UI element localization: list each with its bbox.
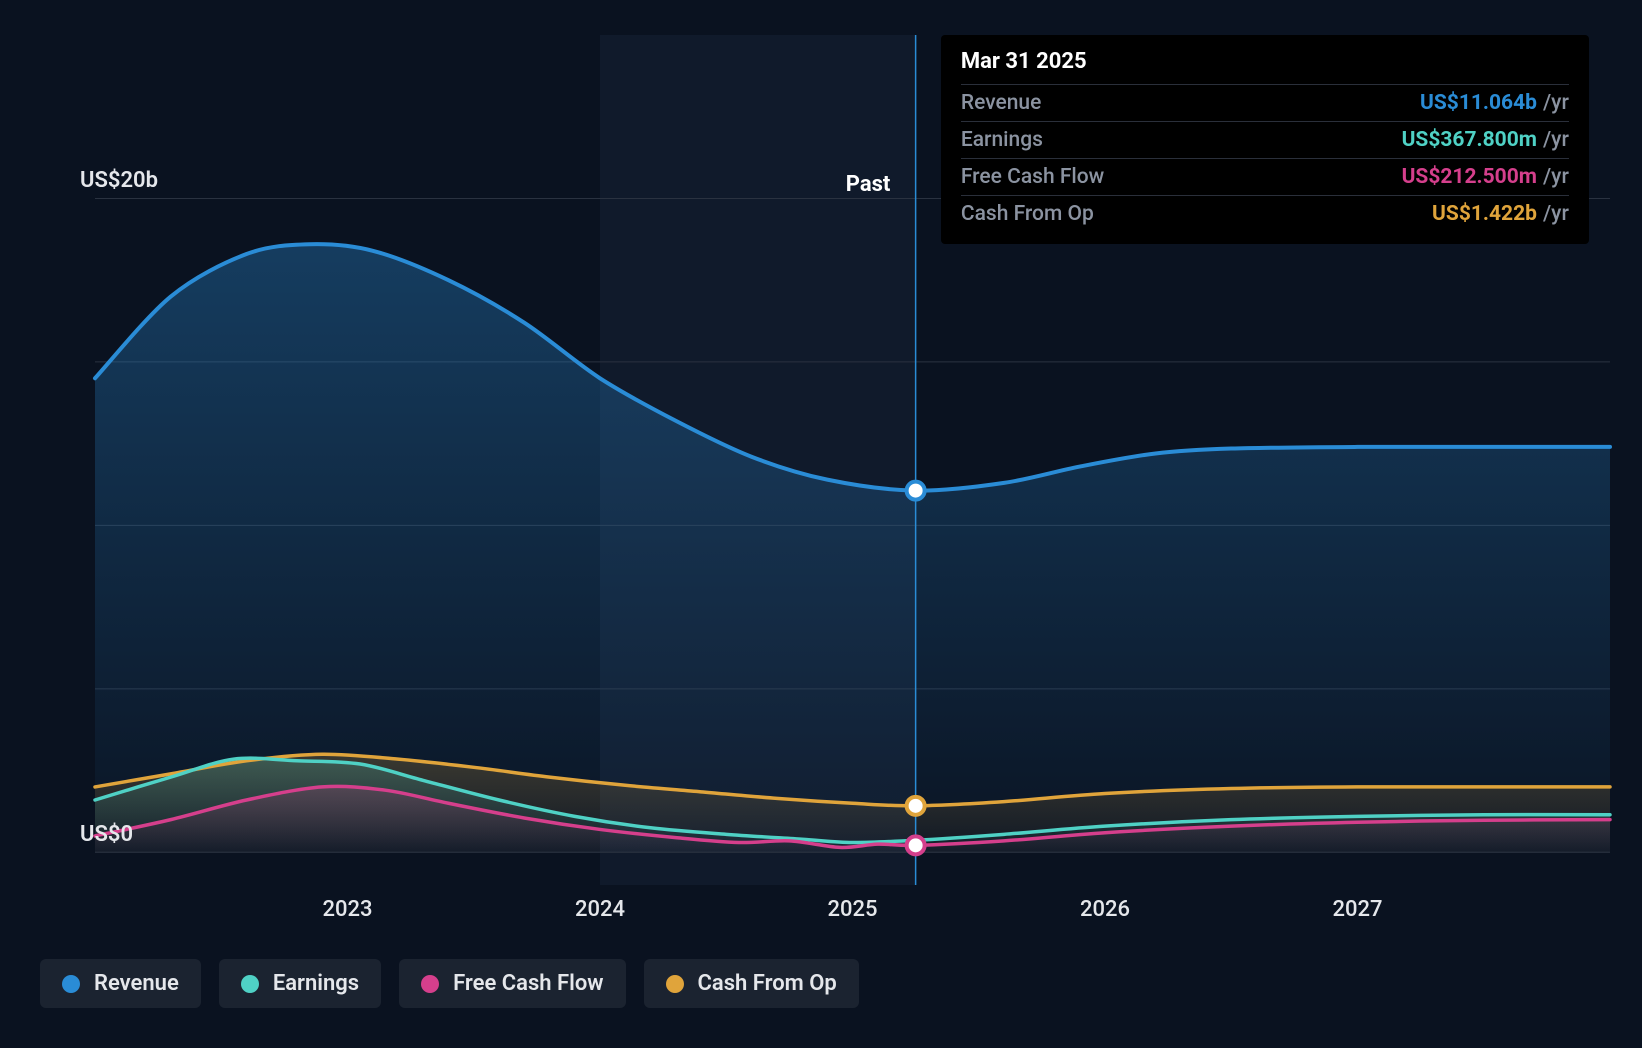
legend-label: Free Cash Flow <box>453 971 603 996</box>
tooltip-title: Mar 31 2025 <box>961 49 1569 84</box>
x-tick-label: 2024 <box>575 897 625 922</box>
x-tick-label: 2026 <box>1080 897 1130 922</box>
tooltip-row-unit: /yr <box>1543 165 1569 189</box>
chart-tooltip: Mar 31 2025 Revenue US$11.064b/yr Earnings U… <box>941 35 1589 244</box>
tooltip-row-unit: /yr <box>1543 128 1569 152</box>
y-tick-label: US$0 <box>80 822 133 847</box>
y-tick-label: US$20b <box>80 168 158 193</box>
tooltip-row-unit: /yr <box>1543 202 1569 226</box>
legend-label: Earnings <box>273 971 359 996</box>
tooltip-row-label: Free Cash Flow <box>961 165 1104 189</box>
legend-item-earnings[interactable]: Earnings <box>219 959 381 1008</box>
tooltip-row: Cash From Op US$1.422b/yr <box>961 195 1569 232</box>
tooltip-row-value: US$1.422b <box>1432 202 1537 226</box>
legend-item-revenue[interactable]: Revenue <box>40 959 201 1008</box>
legend-dot-icon <box>62 975 80 993</box>
x-tick-label: 2023 <box>322 897 372 922</box>
tooltip-row: Free Cash Flow US$212.500m/yr <box>961 158 1569 195</box>
tooltip-row: Earnings US$367.800m/yr <box>961 121 1569 158</box>
tooltip-row-label: Earnings <box>961 128 1043 152</box>
x-tick-label: 2025 <box>827 897 877 922</box>
tooltip-row-value: US$212.500m <box>1402 165 1537 189</box>
legend: Revenue Earnings Free Cash Flow Cash From O… <box>40 959 859 1008</box>
tooltip-row-value: US$367.800m <box>1402 128 1537 152</box>
legend-label: Cash From Op <box>698 971 837 996</box>
tooltip-row-unit: /yr <box>1543 91 1569 115</box>
x-tick-label: 2027 <box>1332 897 1382 922</box>
tooltip-row-label: Revenue <box>961 91 1041 115</box>
legend-dot-icon <box>421 975 439 993</box>
tooltip-row-value: US$11.064b <box>1420 91 1537 115</box>
financials-chart[interactable]: US$0US$20b20232024202520262027PastAnalys… <box>40 10 1610 930</box>
legend-dot-icon <box>666 975 684 993</box>
legend-dot-icon <box>241 975 259 993</box>
tooltip-row: Revenue US$11.064b/yr <box>961 84 1569 121</box>
tooltip-row-label: Cash From Op <box>961 202 1094 226</box>
past-label: Past <box>846 172 891 197</box>
legend-item-cash_from_op[interactable]: Cash From Op <box>644 959 859 1008</box>
legend-item-fcf[interactable]: Free Cash Flow <box>399 959 625 1008</box>
legend-label: Revenue <box>94 971 179 996</box>
